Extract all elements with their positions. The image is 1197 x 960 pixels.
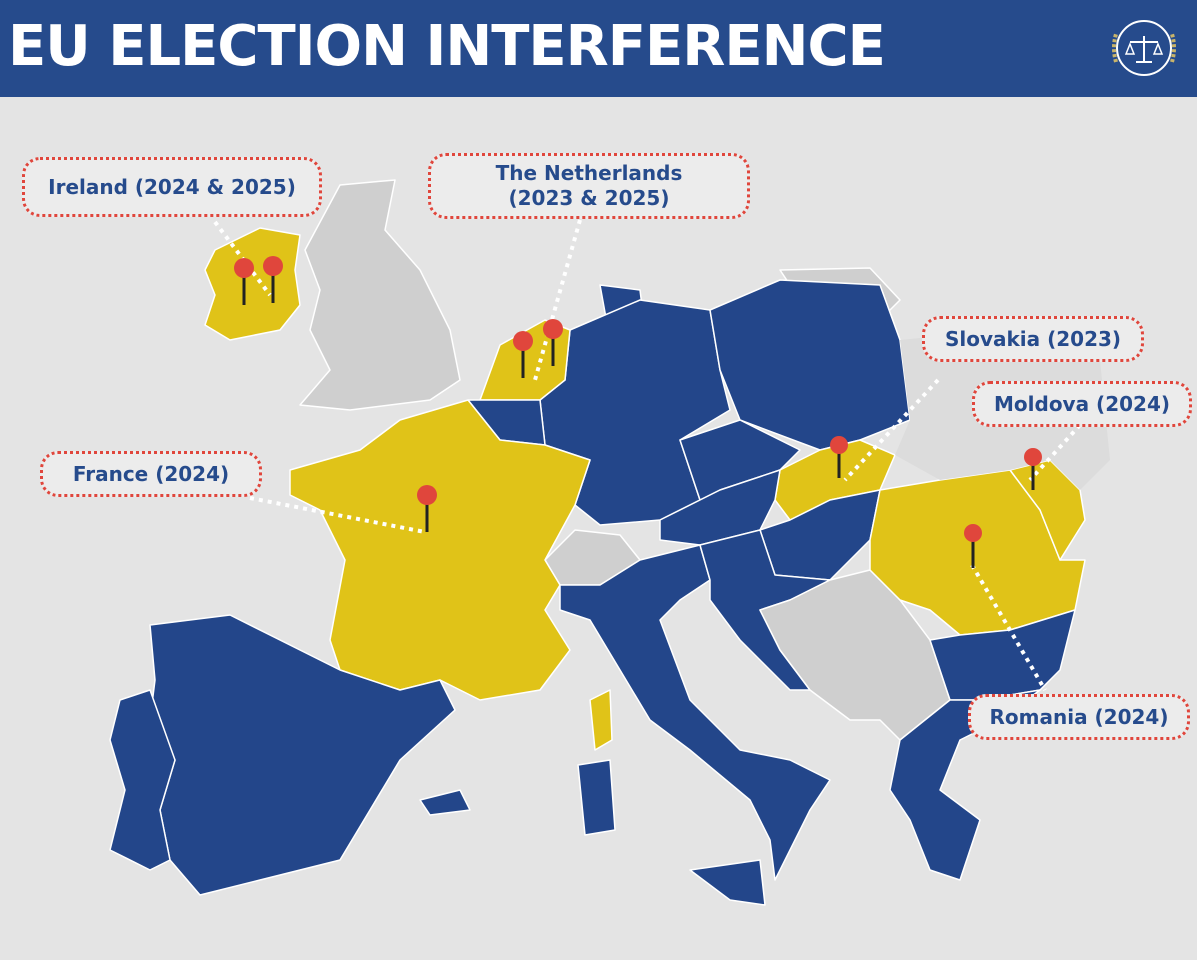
uk-shape: [299, 179, 461, 411]
label-text: France (2024): [72, 461, 230, 486]
label-text: The Netherlands: [495, 161, 683, 185]
label-moldova: Moldova (2024): [972, 381, 1192, 427]
label-text: Slovakia (2023): [944, 326, 1122, 351]
map-pin-icon: [543, 319, 563, 366]
map-pin-icon: [417, 485, 437, 532]
map-pin-icon: [234, 258, 254, 305]
poland-shape: [709, 279, 911, 451]
label-romania: Romania (2024): [968, 694, 1190, 740]
map-pin-icon: [1024, 448, 1042, 490]
romania-shape: [869, 469, 1086, 636]
label-ireland: Ireland (2024 & 2025): [22, 157, 322, 217]
label-text: (2023 & 2025): [508, 186, 670, 210]
label-text: Moldova (2024): [994, 391, 1170, 416]
map-pin-icon: [964, 524, 982, 568]
map-pin-icon: [830, 436, 848, 478]
austria-shape: [659, 469, 781, 546]
label-netherlands: The Netherlands (2023 & 2025): [428, 153, 750, 219]
portugal-shape: [109, 689, 176, 871]
page-title: EU ELECTION INTERFERENCE: [8, 14, 886, 79]
map-pin-icon: [513, 331, 533, 378]
sardinia-shape: [577, 759, 616, 836]
map-pin-icon: [263, 256, 283, 303]
corsica-shape: [589, 689, 613, 751]
header-banner: EU ELECTION INTERFERENCE: [0, 0, 1197, 97]
label-text: Romania (2024): [989, 704, 1169, 729]
europe-map: [109, 179, 1110, 906]
pins: [234, 256, 1042, 568]
france-shape: [289, 399, 591, 701]
label-text: Ireland (2024 & 2025): [48, 174, 296, 199]
ireland-shape: [204, 227, 301, 341]
label-france: France (2024): [40, 451, 262, 497]
label-slovakia: Slovakia (2023): [922, 316, 1144, 362]
scales-of-justice-logo-icon: [1112, 20, 1176, 76]
